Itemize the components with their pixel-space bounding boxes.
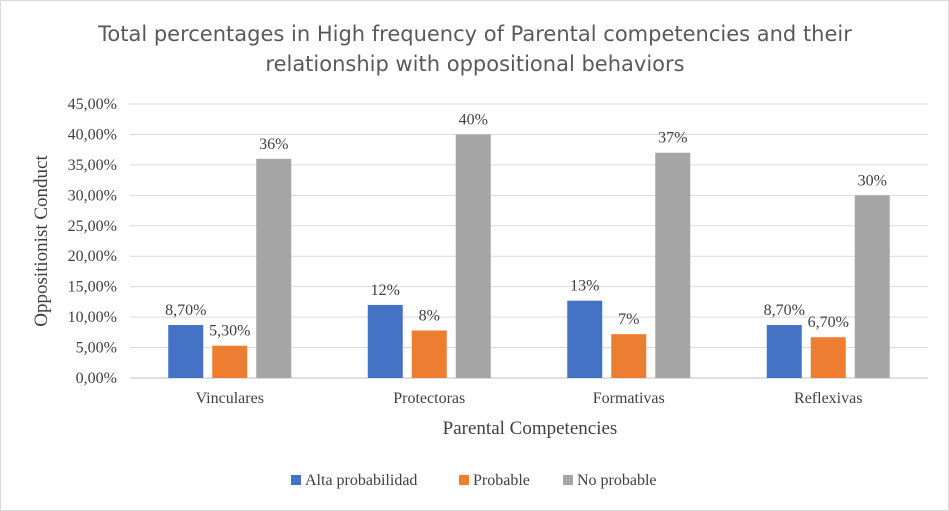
x-axis-ticks: Vinculares Protectoras Formativas Reflexiva… (196, 390, 863, 407)
y-tick-label: 10,00% (68, 309, 117, 326)
data-label: 12% (371, 282, 400, 299)
bar (655, 152, 691, 378)
data-label: 5,30% (209, 323, 250, 340)
data-label: 40% (459, 111, 488, 128)
data-label: 8,70% (165, 302, 206, 319)
bar (810, 337, 846, 378)
data-labels: 8,70%5,30%36%12%8%40%13%7%37%8,70%6,70%3… (165, 111, 887, 339)
bar (367, 304, 403, 378)
data-label: 30% (858, 172, 887, 189)
data-label: 13% (570, 278, 599, 295)
bar (611, 334, 647, 378)
y-tick-label: 15,00% (68, 279, 117, 296)
legend-label: No probable (577, 472, 657, 489)
data-label: 36% (259, 136, 288, 153)
bar (411, 330, 447, 378)
x-tick-label: Formativas (593, 390, 665, 407)
y-tick-label: 45,00% (68, 96, 117, 113)
legend-swatch (291, 475, 301, 485)
legend-swatch (459, 475, 469, 485)
bar (567, 300, 603, 378)
y-tick-label: 40,00% (68, 126, 117, 143)
x-axis-title: Parental Competencies (443, 418, 618, 439)
legend: Alta probabilidad Probable No probable (291, 472, 657, 489)
chart-title-line-2: relationship with oppositional behaviors (265, 52, 684, 76)
y-tick-label: 0,00% (76, 370, 117, 387)
y-tick-label: 30,00% (68, 187, 117, 204)
y-tick-label: 5,00% (76, 340, 117, 357)
y-axis-title: Oppositionist Conduct (31, 155, 52, 327)
legend-swatch (563, 475, 573, 485)
y-tick-label: 35,00% (68, 157, 117, 174)
data-label: 8,70% (764, 302, 805, 319)
data-label: 7% (618, 311, 639, 328)
x-tick-label: Vinculares (196, 390, 264, 407)
x-tick-label: Protectoras (393, 390, 465, 407)
bar (256, 158, 292, 378)
x-tick-label: Reflexivas (794, 390, 862, 407)
data-label: 6,70% (808, 314, 849, 331)
legend-label: Probable (473, 472, 530, 489)
bar (854, 195, 890, 378)
bar (766, 325, 802, 378)
y-tick-label: 20,00% (68, 248, 117, 265)
data-label: 8% (419, 308, 440, 325)
bar (455, 134, 491, 378)
data-label: 37% (658, 130, 687, 147)
bar (212, 345, 248, 378)
bar (168, 325, 204, 378)
y-tick-label: 25,00% (68, 218, 117, 235)
y-axis-ticks: 0,00% 5,00% 10,00% 15,00% 20,00% 25,00% 30,00%… (68, 96, 117, 387)
legend-label: Alta probabilidad (305, 472, 417, 489)
bars (168, 134, 890, 378)
chart-title-line-1: Total percentages in High frequency of P… (97, 22, 852, 46)
